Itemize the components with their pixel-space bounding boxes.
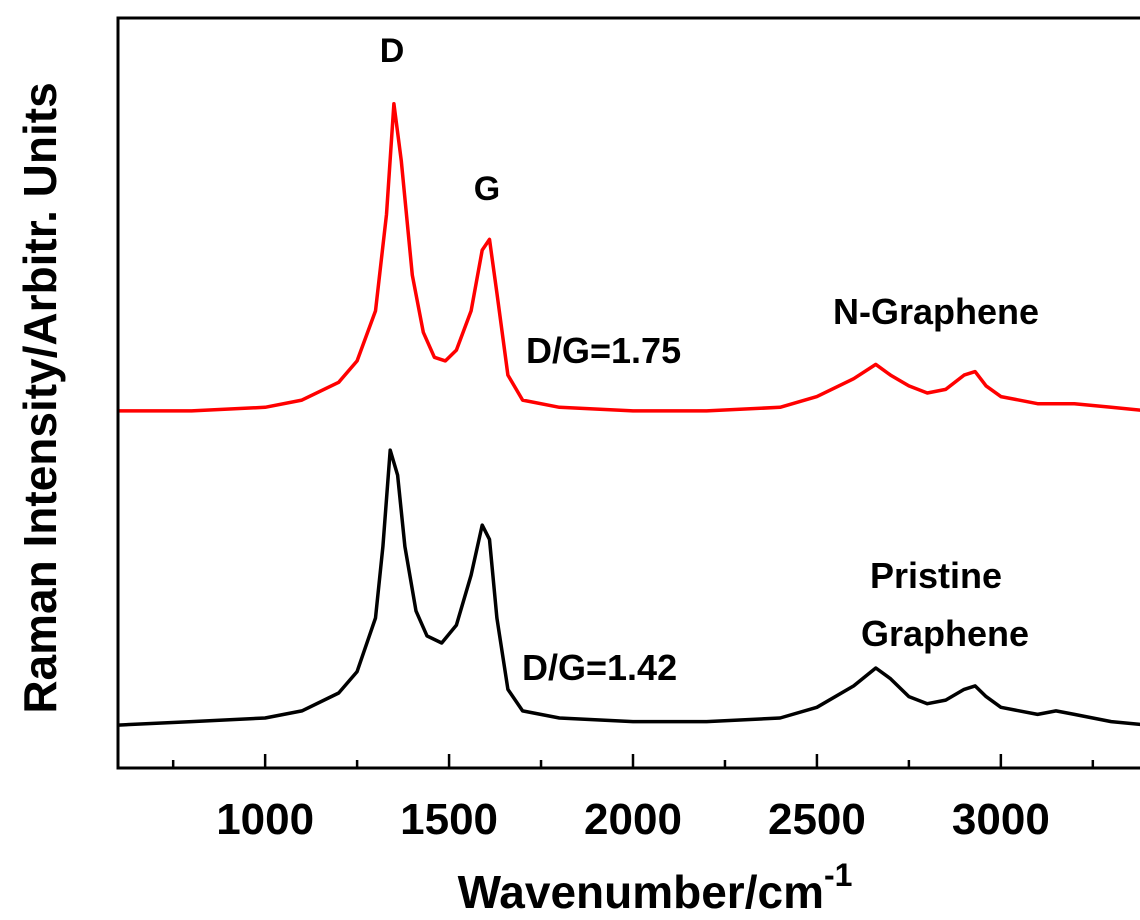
x-tick-label: 3000	[952, 795, 1050, 844]
pristine-graphene-ratio-label: D/G=1.42	[522, 647, 677, 688]
x-axis-ticks	[171, 754, 1095, 768]
x-tick-label: 1500	[400, 795, 498, 844]
x-axis-label-superscript: -1	[824, 857, 852, 893]
y-axis-label: Raman Intensity/Arbitr. Units	[14, 82, 66, 713]
x-tick-label: 2500	[768, 795, 866, 844]
x-tick-label: 1000	[216, 795, 314, 844]
n-graphene-label: N-Graphene	[833, 291, 1039, 332]
pristine-graphene-label-line-2: Graphene	[861, 613, 1029, 654]
x-axis-tick-labels: 1000 1500 2000 2500 3000	[216, 795, 1050, 844]
n-graphene-ratio-label: D/G=1.75	[526, 330, 681, 371]
peak-label-d: D	[380, 32, 405, 70]
x-axis-label: Wavenumber/cm-1	[458, 857, 853, 918]
pristine-graphene-line	[118, 448, 1140, 727]
x-tick-label: 2000	[584, 795, 682, 844]
n-graphene-line	[118, 101, 1140, 413]
peak-label-g: G	[474, 170, 500, 208]
pristine-graphene-label-line-1: Pristine	[870, 555, 1002, 596]
